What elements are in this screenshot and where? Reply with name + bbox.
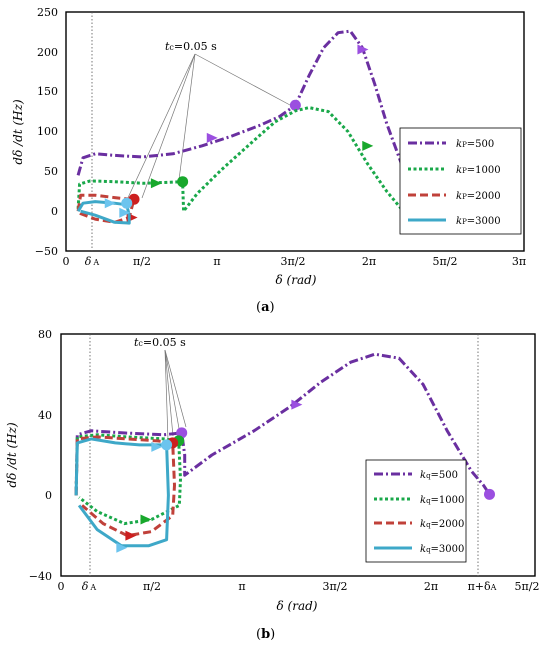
series-line: [76, 106, 403, 213]
annotation-text: tc=0.05 s: [134, 336, 186, 349]
annotation-a: tc=0.05 s: [125, 40, 291, 203]
ytick-label: 0: [45, 489, 52, 502]
ytick-label: 150: [37, 85, 58, 98]
y-ticks-b: 80 40 0 −40: [29, 328, 52, 583]
annotation-line: [125, 53, 196, 203]
ytick-label: 50: [44, 165, 58, 178]
plot-area-b: [74, 352, 495, 553]
panel-label-b: (b): [256, 627, 275, 642]
end-point-marker: [483, 488, 495, 500]
xtick-label: 5π/2: [433, 255, 458, 268]
direction-arrow-marker: [150, 178, 162, 189]
clearing-point-marker: [177, 176, 189, 188]
direction-arrow-marker: [151, 441, 163, 452]
series-line: [74, 435, 176, 538]
series-line: [76, 200, 131, 225]
direction-arrow-marker: [119, 207, 131, 218]
x-ticks-a: 0 π/2 π 3π/2 2π 5π/2 3π: [63, 255, 527, 268]
legend-entry: kP=1000: [456, 165, 501, 176]
clearing-point-marker: [289, 99, 301, 111]
clearing-point-marker: [121, 197, 133, 209]
legend-entry: kP=500: [456, 139, 494, 150]
legend-entry: kP=2000: [456, 191, 501, 202]
xtick-label: 0: [63, 255, 70, 268]
ytick-label: −50: [35, 245, 58, 258]
xtick-label: 2π: [424, 580, 438, 593]
legend-entry: kq=500: [420, 470, 458, 481]
x-ticks-b: 0 π/2 π 3π/2 2π 5π/2: [58, 580, 540, 593]
ytick-label: 80: [38, 328, 52, 341]
direction-arrow-marker: [357, 44, 369, 55]
annotation-line: [164, 349, 174, 437]
direction-arrow-marker: [140, 514, 152, 525]
ytick-label: 200: [37, 46, 58, 59]
direction-arrow-marker: [291, 399, 303, 410]
legend-b: kq=500 kq=1000 kq=2000 kq=3000: [365, 459, 467, 563]
xtick-label: 3π/2: [281, 255, 306, 268]
xtick-label: π/2: [133, 255, 151, 268]
panel-label-a: (a): [256, 300, 275, 315]
ytick-label: 100: [37, 125, 58, 138]
direction-arrow-marker: [206, 132, 218, 143]
plot-frame-b: [60, 333, 536, 577]
annotation-line: [194, 53, 291, 106]
direction-arrow-marker: [116, 542, 128, 553]
annotation-line: [178, 53, 196, 181]
ytick-label: 0: [51, 205, 58, 218]
direction-arrow-marker: [104, 198, 116, 209]
xtick-label: 3π: [512, 255, 526, 268]
legend-box: [399, 127, 522, 235]
x-axis-label-b: δ (rad): [277, 599, 318, 613]
xtick-label: 0: [58, 580, 65, 593]
plot-area-a: [76, 29, 423, 225]
series-line: [76, 29, 423, 208]
legend-a: kP=500 kP=1000 kP=2000 kP=3000: [399, 127, 522, 235]
legend-box: [365, 459, 467, 563]
series-line: [74, 437, 170, 548]
xtick-label: 5π/2: [515, 580, 540, 593]
clearing-point-marker: [161, 439, 173, 451]
legend-entry: kq=3000: [420, 544, 464, 555]
annotation-line: [141, 53, 196, 199]
direction-arrow-marker: [362, 140, 374, 151]
y-ticks-a: 250 200 150 100 50 0 −50: [35, 6, 58, 258]
series-line: [74, 433, 182, 526]
direction-arrow-marker: [125, 530, 137, 541]
xtick-label: π: [213, 255, 220, 268]
annotation-line: [164, 349, 181, 435]
legend-entry: kq=2000: [420, 519, 464, 530]
legend-entry: kP=3000: [456, 216, 501, 227]
ytick-label: 40: [38, 409, 52, 422]
series-line: [74, 352, 491, 496]
annotation-line: [164, 349, 187, 428]
xtick-label: π/2: [143, 580, 161, 593]
panel-a: 250 200 150 100 50 0 −50 0 π/2 π 3π/2 2π…: [11, 6, 526, 315]
annotation-line: [164, 349, 169, 441]
annotation-b: tc=0.05 s: [134, 336, 187, 441]
plot-frame-a: [65, 11, 525, 252]
pi-delta-label: π+δA: [468, 580, 497, 593]
annotation-text: tc=0.05 s: [165, 40, 217, 53]
y-axis-label-b: dδ /dt (Hz): [5, 422, 19, 488]
legend-entry: kq=1000: [420, 495, 464, 506]
xtick-label: 3π/2: [323, 580, 348, 593]
xtick-label: π: [238, 580, 245, 593]
xtick-label: 2π: [362, 255, 376, 268]
ytick-label: −40: [29, 570, 52, 583]
y-axis-label-a: dδ /dt (Hz): [11, 99, 25, 165]
ytick-label: 250: [37, 6, 58, 19]
series-line: [76, 193, 136, 224]
x-axis-label-a: δ (rad): [276, 273, 317, 287]
